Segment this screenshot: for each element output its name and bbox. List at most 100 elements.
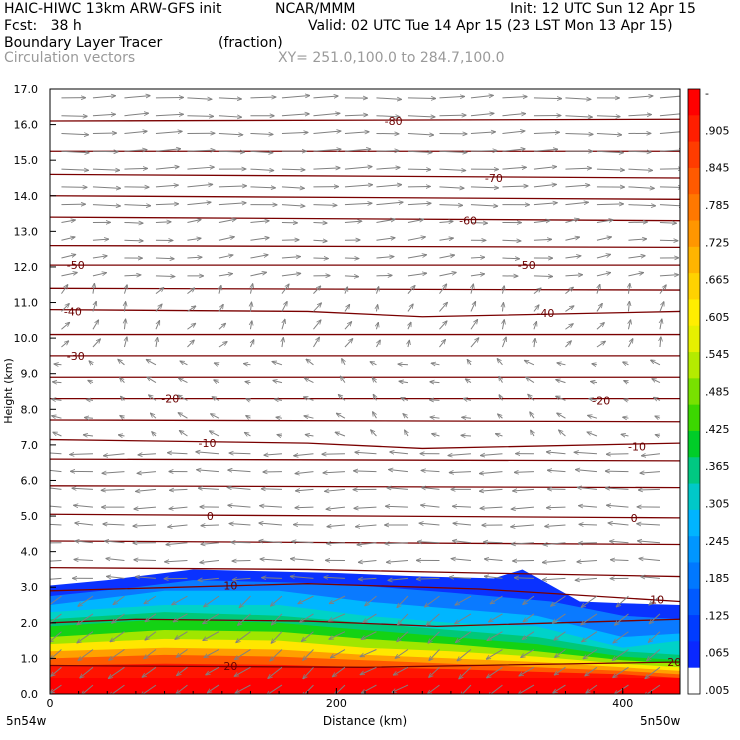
wind-vector [155, 321, 160, 330]
wind-vector [329, 613, 346, 621]
wind-vector [470, 205, 498, 206]
wind-vector [624, 381, 629, 383]
y-tick-label: 15.0 [14, 154, 39, 167]
wind-vector [281, 205, 305, 206]
wind-vector [460, 684, 472, 694]
wind-vector [250, 255, 268, 259]
wind-vector [363, 613, 377, 622]
wind-vector [259, 523, 282, 525]
wind-vector [428, 631, 440, 643]
x-axis: 0 200 400 [47, 688, 681, 710]
wind-vector [470, 274, 485, 276]
wind-vector [103, 454, 125, 456]
wind-vector [92, 187, 121, 188]
wind-vector [147, 377, 157, 384]
wind-vector [427, 684, 440, 694]
wind-vector [462, 417, 472, 418]
wind-vector [421, 505, 440, 507]
wind-vector [610, 560, 629, 561]
wind-vector [304, 378, 314, 384]
wind-vector [623, 362, 629, 365]
wind-vector [596, 237, 611, 241]
wind-vector [197, 470, 219, 472]
wind-vector [281, 187, 304, 188]
wind-vector [187, 150, 215, 151]
wind-vector [145, 613, 157, 622]
vectors-label: Circulation vectors [4, 50, 136, 66]
wind-vector [101, 489, 125, 490]
wind-vector [432, 434, 440, 436]
wind-vector [250, 133, 273, 134]
wind-vector [50, 595, 62, 607]
colorbar-swatch [688, 378, 700, 406]
wind-vector [234, 666, 251, 676]
wind-vector [502, 303, 503, 312]
wind-vector [281, 302, 287, 312]
wind-vector [623, 417, 629, 418]
init-time: Init: 12 UTC Sun 12 Apr 15 [510, 1, 696, 17]
wind-vector [417, 542, 440, 543]
wind-vector [628, 256, 645, 258]
wind-vector [108, 666, 125, 678]
wind-vector [335, 432, 346, 437]
contour-label: 20 [223, 660, 237, 673]
wind-vector [408, 340, 409, 348]
wind-vector [565, 98, 590, 99]
colorbar-swatch [688, 115, 700, 143]
wind-vector [219, 285, 221, 294]
wind-vector [405, 430, 408, 437]
wind-vector [124, 302, 125, 312]
field-units: (fraction) [218, 35, 283, 51]
wind-vector [370, 362, 377, 365]
wind-vector [659, 113, 680, 117]
y-tick-label: 6.0 [21, 474, 39, 487]
wind-vector [533, 220, 550, 222]
wind-vector [577, 487, 598, 489]
wind-vector [501, 337, 506, 348]
wind-vector [61, 133, 88, 134]
wind-vector [376, 322, 378, 330]
wind-vector [403, 414, 409, 419]
wind-vector [565, 202, 588, 206]
wind-vector [261, 489, 282, 490]
wind-vector [61, 254, 75, 259]
wind-vector [502, 258, 519, 259]
wind-vector [214, 380, 220, 383]
wind-vector [304, 397, 314, 401]
wind-vector [344, 203, 372, 204]
wind-vector [640, 472, 660, 474]
wind-vector [533, 288, 541, 295]
wind-vector [196, 452, 219, 454]
isotherm-16 [50, 485, 680, 489]
wind-vector [106, 558, 125, 560]
wind-vector [340, 376, 346, 383]
wind-vector [557, 363, 566, 365]
wind-vector [187, 323, 195, 330]
wind-vector [499, 376, 503, 383]
wind-vector [621, 434, 629, 436]
wind-vector [439, 321, 446, 330]
wind-vector [70, 454, 93, 455]
wind-vector [344, 276, 359, 277]
wind-vector [645, 666, 661, 678]
wind-vector [430, 382, 440, 383]
wind-vector [376, 305, 377, 312]
colorbar-label: .665 [705, 274, 730, 287]
wind-vector [565, 116, 592, 117]
wind-vector [156, 337, 158, 348]
wind-vector [565, 133, 593, 134]
contour-label: 10 [650, 594, 664, 607]
wind-vector [281, 169, 305, 170]
wind-vector [524, 360, 535, 366]
wind-vector [407, 133, 434, 134]
wind-vector [281, 284, 289, 294]
wind-vector [227, 487, 251, 489]
wind-vector [229, 524, 251, 525]
y-tick-label: 2.0 [21, 617, 39, 630]
wind-vector [52, 399, 62, 400]
wind-vector [313, 337, 319, 348]
wind-vector [533, 132, 559, 133]
wind-vector [591, 381, 598, 382]
wind-vector [61, 304, 69, 312]
